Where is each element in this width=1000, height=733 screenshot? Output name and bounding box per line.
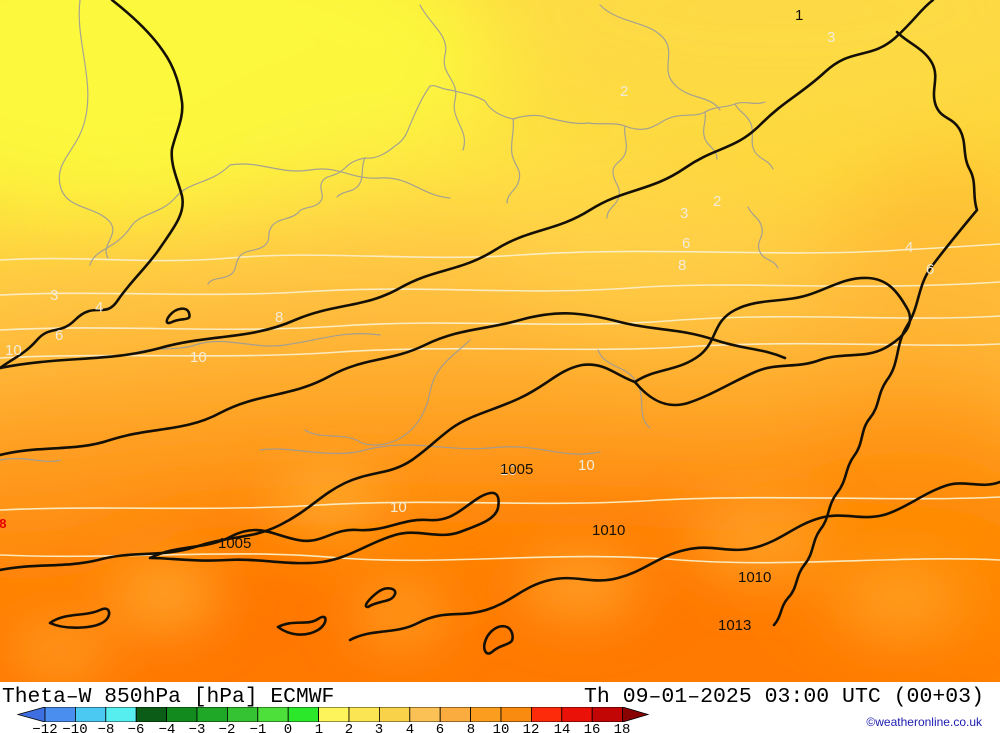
- svg-text:10: 10: [190, 349, 207, 366]
- svg-text:4: 4: [905, 239, 913, 256]
- svg-text:2: 2: [713, 193, 721, 210]
- svg-text:3: 3: [50, 287, 58, 304]
- svg-text:1: 1: [795, 7, 803, 24]
- svg-text:10: 10: [390, 499, 407, 516]
- svg-text:3: 3: [680, 205, 688, 222]
- svg-text:10: 10: [5, 342, 22, 359]
- svg-text:8: 8: [275, 309, 283, 326]
- svg-text:3: 3: [827, 29, 835, 46]
- svg-text:8: 8: [678, 257, 686, 274]
- svg-text:10: 10: [578, 457, 595, 474]
- svg-text:1010: 1010: [592, 522, 625, 539]
- svg-text:6: 6: [926, 261, 934, 278]
- svg-text:4: 4: [95, 299, 103, 316]
- svg-text:1005: 1005: [218, 535, 251, 552]
- svg-text:1005: 1005: [500, 461, 533, 478]
- svg-text:1010: 1010: [738, 569, 771, 586]
- svg-text:6: 6: [682, 235, 690, 252]
- svg-text:1013: 1013: [718, 617, 751, 634]
- svg-text:2: 2: [620, 83, 628, 100]
- svg-text:6: 6: [55, 327, 63, 344]
